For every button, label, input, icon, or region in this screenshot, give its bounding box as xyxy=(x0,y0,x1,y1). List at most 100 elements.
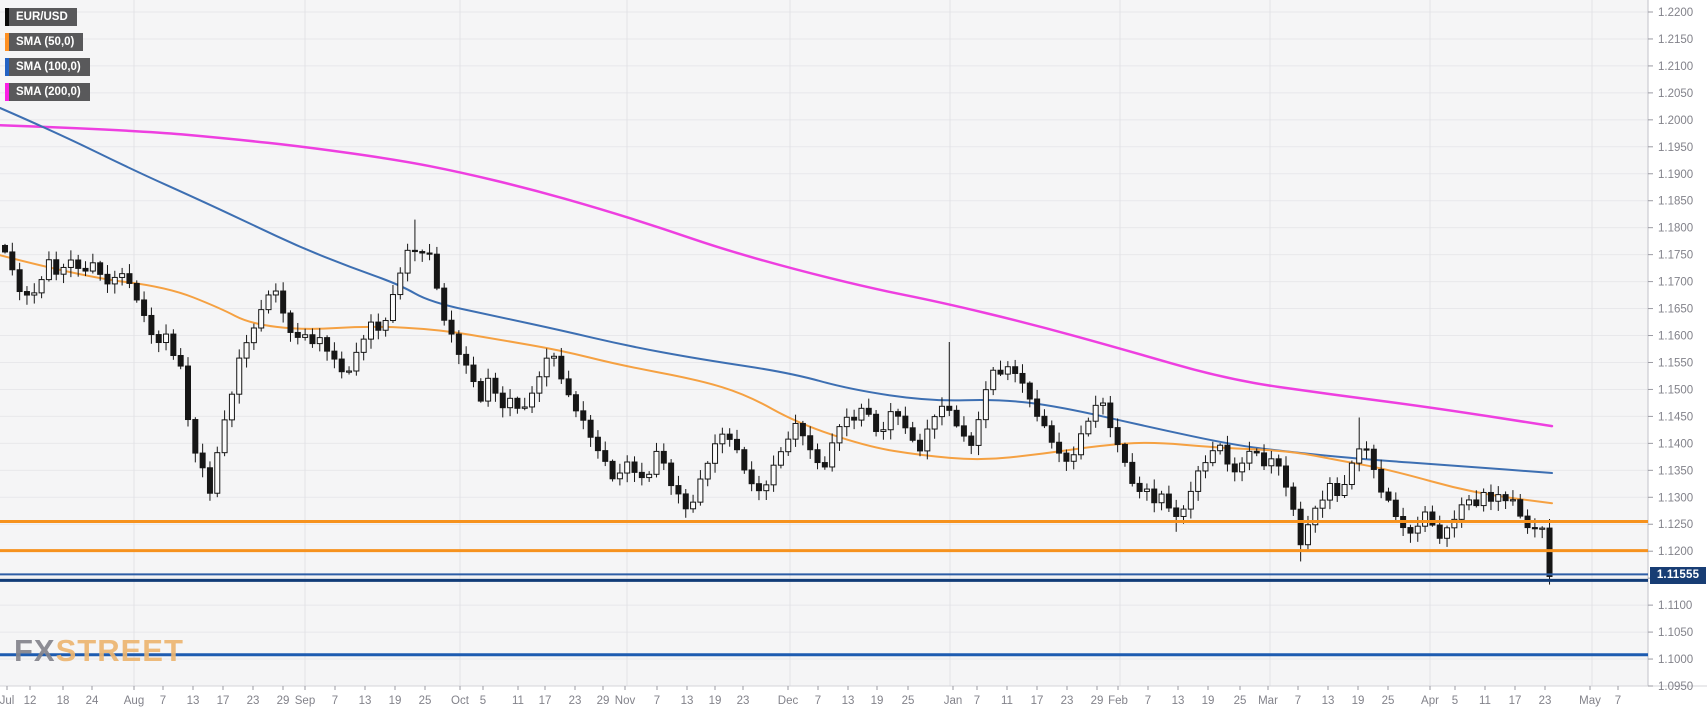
svg-text:23: 23 xyxy=(737,695,750,707)
sma200-label: SMA (200,0) xyxy=(9,83,90,101)
svg-text:25: 25 xyxy=(902,695,915,707)
svg-text:Apr: Apr xyxy=(1421,695,1439,707)
svg-text:23: 23 xyxy=(1061,695,1074,707)
svg-text:1.1950: 1.1950 xyxy=(1658,142,1693,154)
sma50-color-chip xyxy=(5,33,9,51)
svg-text:7: 7 xyxy=(160,695,166,707)
svg-text:1.2000: 1.2000 xyxy=(1658,115,1693,127)
svg-text:Mar: Mar xyxy=(1258,695,1278,707)
svg-text:1.1500: 1.1500 xyxy=(1658,384,1693,396)
sma200-color-chip xyxy=(5,83,9,101)
svg-text:5: 5 xyxy=(1452,695,1458,707)
svg-text:7: 7 xyxy=(815,695,821,707)
svg-text:1.1100: 1.1100 xyxy=(1658,600,1692,612)
support-resistance-lines xyxy=(0,520,1648,657)
sma100-label: SMA (100,0) xyxy=(9,58,90,76)
svg-text:Dec: Dec xyxy=(778,695,799,707)
svg-text:13: 13 xyxy=(1172,695,1185,707)
svg-text:24: 24 xyxy=(86,695,99,707)
candles-group xyxy=(2,219,1553,585)
legend-item-sma200: SMA (200,0) xyxy=(5,83,90,101)
svg-text:1.1700: 1.1700 xyxy=(1658,277,1693,289)
svg-text:1.1650: 1.1650 xyxy=(1658,304,1693,316)
plot-background xyxy=(0,0,1648,686)
svg-text:17: 17 xyxy=(217,695,230,707)
svg-text:Aug: Aug xyxy=(124,695,144,707)
svg-text:23: 23 xyxy=(569,695,582,707)
watermark-street: STREET xyxy=(55,633,184,668)
symbol-label: EUR/USD xyxy=(9,8,77,26)
svg-text:Feb: Feb xyxy=(1108,695,1128,707)
fxstreet-watermark: FXSTREET xyxy=(14,633,184,669)
svg-text:25: 25 xyxy=(1382,695,1395,707)
svg-text:1.1400: 1.1400 xyxy=(1658,438,1693,450)
svg-text:17: 17 xyxy=(1509,695,1522,707)
svg-text:23: 23 xyxy=(247,695,260,707)
svg-text:1.1200: 1.1200 xyxy=(1658,546,1693,558)
watermark-fx: FX xyxy=(14,633,56,668)
svg-text:17: 17 xyxy=(1031,695,1044,707)
legend-item-symbol: EUR/USD xyxy=(5,8,77,26)
svg-text:7: 7 xyxy=(654,695,660,707)
sma100-color-chip xyxy=(5,58,9,76)
svg-text:1.2200: 1.2200 xyxy=(1658,7,1693,19)
svg-text:13: 13 xyxy=(842,695,855,707)
svg-text:7: 7 xyxy=(974,695,980,707)
svg-text:25: 25 xyxy=(419,695,432,707)
svg-text:29: 29 xyxy=(1091,695,1104,707)
svg-text:1.1550: 1.1550 xyxy=(1658,357,1693,369)
svg-text:19: 19 xyxy=(1202,695,1215,707)
svg-text:1.1000: 1.1000 xyxy=(1658,654,1693,666)
symbol-color-chip xyxy=(5,8,9,26)
sma50-label: SMA (50,0) xyxy=(9,33,84,51)
legend-item-sma100: SMA (100,0) xyxy=(5,58,90,76)
svg-text:Oct: Oct xyxy=(451,695,470,707)
svg-text:11: 11 xyxy=(512,695,524,707)
svg-text:5: 5 xyxy=(480,695,486,707)
sma-lines xyxy=(0,106,1554,505)
y-axis: 1.2200 1.2150 1.2100 1.2050 1.2000 1.1950 1.19… xyxy=(1648,7,1693,693)
svg-text:Sep: Sep xyxy=(295,695,315,707)
svg-text:13: 13 xyxy=(187,695,200,707)
legend: EUR/USD SMA (50,0) SMA (100,0) SMA (200,… xyxy=(5,8,90,108)
svg-text:13: 13 xyxy=(359,695,372,707)
svg-text:7: 7 xyxy=(332,695,338,707)
svg-text:19: 19 xyxy=(389,695,402,707)
svg-text:19: 19 xyxy=(871,695,884,707)
legend-item-sma50: SMA (50,0) xyxy=(5,33,84,51)
svg-text:Jan: Jan xyxy=(944,695,963,707)
svg-text:7: 7 xyxy=(1295,695,1301,707)
svg-text:Nov: Nov xyxy=(615,695,636,707)
svg-text:29: 29 xyxy=(277,695,290,707)
svg-text:25: 25 xyxy=(1234,695,1247,707)
svg-text:11: 11 xyxy=(1001,695,1013,707)
svg-text:23: 23 xyxy=(1539,695,1552,707)
svg-text:1.1250: 1.1250 xyxy=(1658,519,1693,531)
svg-text:1.1750: 1.1750 xyxy=(1658,250,1693,262)
svg-text:18: 18 xyxy=(57,695,70,707)
svg-text:1.1600: 1.1600 xyxy=(1658,331,1693,343)
svg-text:7: 7 xyxy=(1145,695,1151,707)
plot-borders xyxy=(0,0,1707,687)
svg-text:1.2100: 1.2100 xyxy=(1658,61,1693,73)
svg-text:13: 13 xyxy=(681,695,694,707)
svg-text:1.1300: 1.1300 xyxy=(1658,492,1693,504)
svg-text:1.2050: 1.2050 xyxy=(1658,88,1693,100)
svg-text:1.1850: 1.1850 xyxy=(1658,196,1693,208)
svg-text:7: 7 xyxy=(1615,695,1621,707)
svg-text:11: 11 xyxy=(1479,695,1491,707)
svg-text:17: 17 xyxy=(539,695,552,707)
last-price-tag: 1.11555 xyxy=(1650,566,1706,584)
svg-text:19: 19 xyxy=(709,695,722,707)
svg-text:1.1900: 1.1900 xyxy=(1658,169,1693,181)
svg-text:12: 12 xyxy=(24,695,37,707)
svg-text:29: 29 xyxy=(597,695,610,707)
svg-text:1.1450: 1.1450 xyxy=(1658,411,1693,423)
gridlines xyxy=(0,0,1648,687)
svg-text:13: 13 xyxy=(1322,695,1335,707)
svg-text:1.1050: 1.1050 xyxy=(1658,627,1693,639)
svg-text:1.0950: 1.0950 xyxy=(1658,681,1693,693)
svg-text:1.1350: 1.1350 xyxy=(1658,465,1693,477)
